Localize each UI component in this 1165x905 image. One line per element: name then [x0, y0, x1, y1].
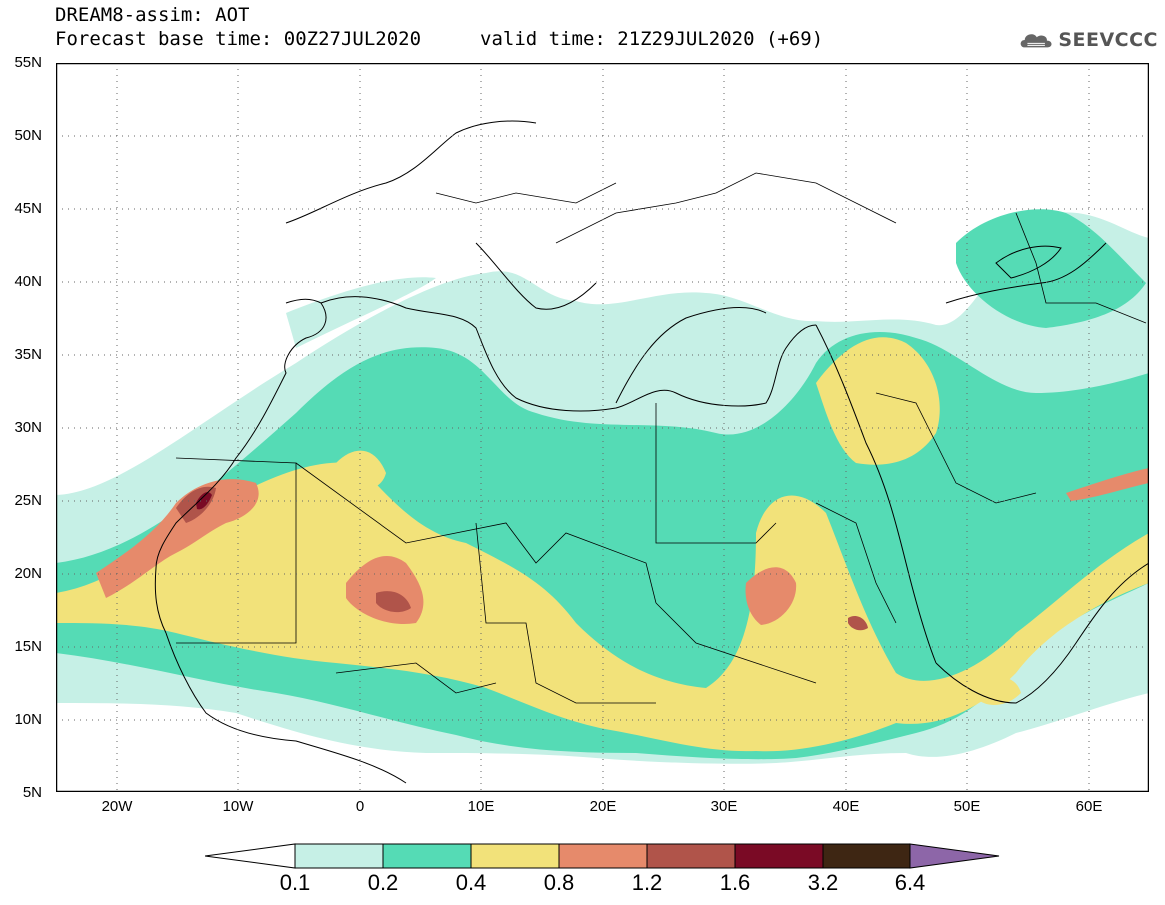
lat-label: 45N: [14, 200, 42, 217]
lat-label: 5N: [22, 784, 42, 801]
legend-label: 0.2: [367, 870, 399, 895]
seevccc-logo: SEEVCCC: [1018, 22, 1158, 58]
lat-label: 15N: [14, 638, 42, 655]
aot-map: [56, 63, 1149, 792]
logo-text: SEEVCCC: [1058, 29, 1158, 51]
legend-label: 6.4: [894, 870, 926, 895]
legend-swatch-0.4: [470, 843, 560, 869]
graticule: [56, 63, 1149, 792]
aot-level-0.4: [976, 677, 1021, 705]
lon-label: 60E: [1075, 798, 1103, 815]
aot-level-0.1: [286, 277, 436, 348]
forecast-base-time: Forecast base time: 00Z27JUL2020: [55, 28, 422, 50]
lat-label: 30N: [14, 419, 42, 436]
lat-label: 20N: [14, 565, 42, 582]
aot-level-0.8: [745, 567, 797, 625]
aot-level-0.4: [56, 462, 1149, 752]
lat-label: 50N: [14, 127, 42, 144]
aot-level-0.8: [96, 479, 259, 598]
map-title: DREAM8-assim: AOT: [55, 4, 250, 26]
lon-label: 30E: [710, 798, 738, 815]
legend-label: 1.6: [719, 870, 751, 895]
lon-label: 50E: [953, 798, 981, 815]
lat-label: 55N: [14, 54, 42, 71]
aot-level-1.6: [196, 492, 212, 510]
legend-swatch-0.8: [558, 843, 648, 869]
legend-label: 1.2: [631, 870, 663, 895]
map-border: [56, 63, 1149, 792]
coastlines: [154, 120, 1149, 784]
legend-swatch-above: [909, 843, 1000, 869]
lat-label: 35N: [14, 346, 42, 363]
lon-label: 10E: [467, 798, 495, 815]
country-borders: [175, 172, 1147, 704]
aot-contours: [56, 209, 1149, 764]
lat-label: 10N: [14, 711, 42, 728]
legend-label: 0.4: [455, 870, 487, 895]
legend-swatch-1.2: [646, 843, 736, 869]
cloud-logo-icon: [1020, 34, 1052, 48]
aot-level-0.8: [1066, 468, 1149, 501]
lon-label: 20W: [101, 798, 133, 815]
aot-level-0.4: [336, 450, 386, 490]
legend-swatch-1.6: [734, 843, 824, 869]
color-legend: [205, 843, 1000, 869]
legend-label: 0.8: [543, 870, 575, 895]
valid-time: valid time: 21Z29JUL2020 (+69): [480, 28, 824, 50]
lon-label: 20E: [589, 798, 617, 815]
legend-swatch-0.2: [382, 843, 472, 869]
aot-level-1.2: [376, 591, 411, 613]
legend-swatch-below: [205, 843, 296, 869]
lat-label: 40N: [14, 273, 42, 290]
aot-level-0.2: [956, 209, 1146, 328]
legend-swatch-3.2: [822, 843, 911, 869]
legend-label: 3.2: [807, 870, 839, 895]
aot-level-1.2: [848, 616, 868, 631]
aot-level-0.4: [816, 337, 940, 465]
lon-label: 40E: [832, 798, 860, 815]
lon-label: 0: [355, 798, 365, 815]
legend-label: 0.1: [279, 870, 311, 895]
legend-swatch-0.1: [294, 843, 384, 869]
lat-label: 25N: [14, 492, 42, 509]
lon-label: 10W: [222, 798, 254, 815]
